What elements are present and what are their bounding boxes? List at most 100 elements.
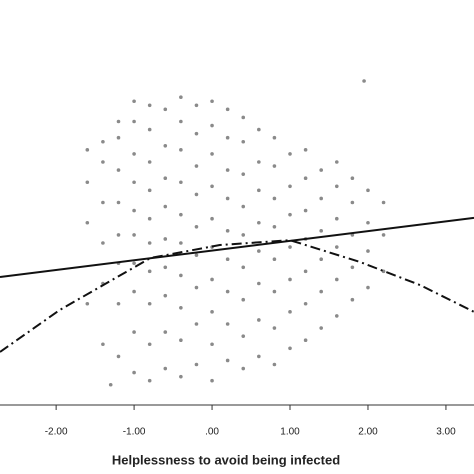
point: [163, 176, 168, 180]
point: [303, 269, 308, 274]
point: [194, 253, 199, 257]
point: [210, 152, 214, 156]
point: [147, 301, 152, 306]
point: [132, 152, 136, 156]
fit-line: [0, 216, 474, 279]
point: [303, 208, 308, 213]
point: [85, 301, 90, 306]
point: [116, 135, 121, 140]
x-tick-label: 3.00: [436, 427, 456, 438]
point: [179, 95, 183, 99]
point: [319, 168, 323, 172]
point: [303, 176, 308, 180]
point: [225, 257, 230, 262]
point: [241, 366, 246, 371]
point: [334, 184, 339, 189]
point: [132, 180, 136, 185]
point: [163, 107, 168, 112]
point: [210, 99, 214, 104]
x-tick-label: -1.00: [123, 427, 146, 438]
point: [241, 115, 246, 120]
point: [257, 318, 261, 322]
point: [179, 119, 183, 124]
point: [163, 330, 168, 334]
point: [334, 314, 339, 318]
point: [101, 200, 105, 205]
point: [85, 180, 90, 185]
point: [288, 152, 292, 156]
point: [366, 285, 370, 290]
point: [147, 127, 152, 132]
point: [319, 326, 323, 330]
point: [179, 212, 183, 217]
point: [272, 135, 277, 140]
point: [179, 273, 183, 278]
point: [350, 265, 355, 270]
point: [163, 293, 168, 298]
point: [288, 346, 292, 351]
point: [319, 289, 323, 294]
point: [210, 123, 214, 128]
point: [85, 148, 90, 152]
point: [147, 269, 152, 274]
point: [132, 370, 136, 375]
point: [194, 225, 199, 229]
point: [272, 289, 277, 294]
point: [179, 374, 183, 379]
point: [163, 366, 168, 371]
point: [241, 233, 246, 237]
point: [132, 289, 136, 294]
point: [116, 233, 121, 237]
point: [225, 107, 230, 112]
point: [116, 301, 121, 306]
point: [257, 354, 261, 359]
point: [147, 103, 152, 108]
x-tick-label: -2.00: [45, 427, 68, 438]
point: [288, 212, 292, 217]
point: [241, 334, 246, 338]
point: [210, 342, 214, 347]
point: [288, 184, 292, 189]
x-tick-label: .00: [205, 427, 219, 438]
point: [381, 200, 386, 205]
point: [257, 188, 261, 193]
point: [116, 200, 121, 205]
point: [319, 257, 323, 262]
point: [163, 237, 168, 241]
point: [288, 245, 292, 249]
point: [272, 362, 277, 367]
point: [334, 160, 339, 164]
point: [179, 180, 183, 185]
point: [350, 200, 355, 205]
point: [225, 196, 230, 201]
point: [225, 229, 230, 233]
point: [381, 233, 386, 237]
point: [132, 99, 136, 104]
point: [147, 342, 152, 347]
point: [163, 144, 168, 148]
point: [194, 103, 199, 108]
point: [225, 322, 230, 326]
point: [132, 208, 136, 213]
x-tick-label: 1.00: [280, 427, 300, 438]
point: [334, 277, 339, 282]
point: [101, 160, 105, 164]
point: [288, 277, 292, 282]
point: [225, 358, 230, 363]
point: [272, 257, 277, 262]
point: [303, 301, 308, 306]
point: [101, 139, 105, 144]
point: [303, 338, 308, 343]
point: [241, 204, 246, 209]
point: [108, 382, 113, 387]
x-axis-label: Helplessness to avoid being infected: [112, 452, 340, 467]
point: [194, 192, 199, 197]
point: [210, 184, 214, 189]
point: [241, 265, 246, 270]
fit-line: [0, 239, 474, 353]
point: [194, 362, 199, 367]
point: [163, 204, 168, 209]
point: [366, 220, 370, 225]
point: [257, 249, 261, 253]
point: [303, 148, 308, 152]
